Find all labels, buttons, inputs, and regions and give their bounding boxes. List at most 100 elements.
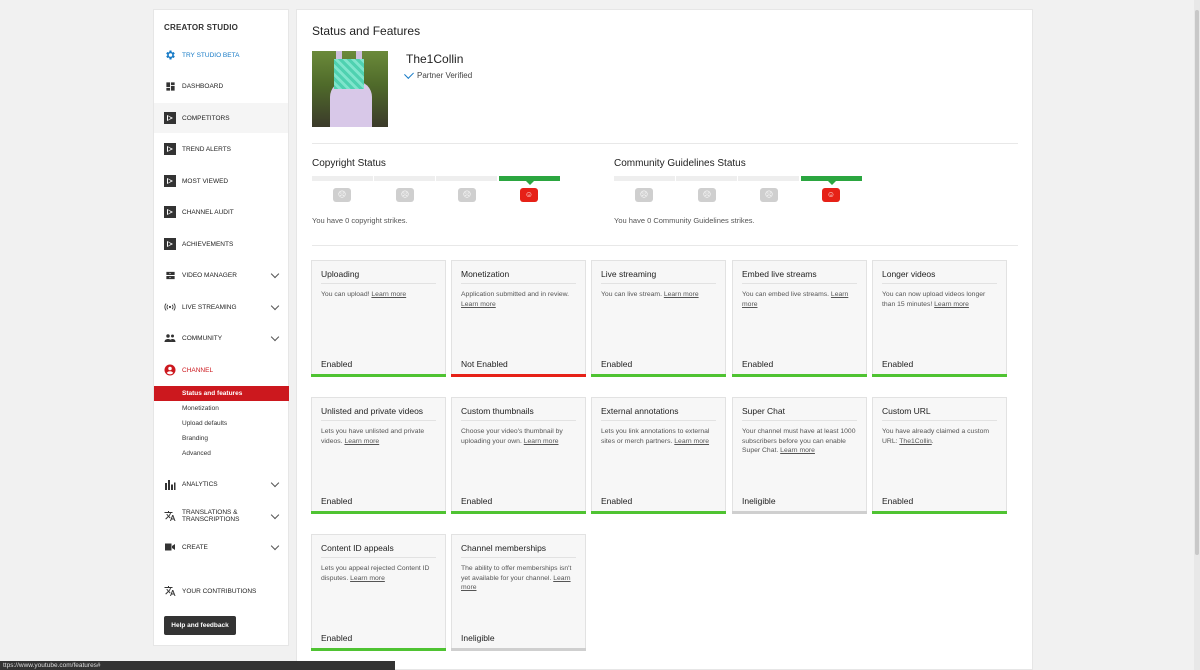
card-divider bbox=[461, 420, 576, 421]
feature-card-description-text: Application submitted and in review. bbox=[461, 291, 570, 298]
sidebar-item-video-manager[interactable]: VIDEO MANAGER bbox=[154, 260, 288, 290]
feature-card-live-streaming: Live streaming You can live stream. Learn… bbox=[591, 260, 726, 377]
sidebar-item-label: MOST VIEWED bbox=[182, 177, 229, 185]
feature-status-bar bbox=[311, 648, 446, 651]
sidebar-item-channel-audit[interactable]: CHANNEL AUDIT bbox=[154, 197, 288, 227]
feature-card-description-text: Choose your video's thumbnail by uploadi… bbox=[461, 428, 563, 445]
learn-more-link[interactable]: Learn more bbox=[523, 437, 559, 445]
learn-more-link[interactable]: Learn more bbox=[934, 300, 969, 308]
community-status-title: Community Guidelines Status bbox=[614, 158, 746, 169]
feature-status-bar bbox=[451, 511, 586, 514]
feature-card-description-text: You can now upload videos longer than 15… bbox=[882, 291, 986, 308]
sidebar-item-most-viewed[interactable]: MOST VIEWED bbox=[154, 166, 288, 196]
sidebar-item-competitors[interactable]: COMPETITORS bbox=[154, 103, 288, 133]
feature-card-title: External annotations bbox=[601, 406, 679, 416]
feature-card-title: Unlisted and private videos bbox=[321, 406, 424, 416]
feature-card-description-text: You can embed live streams. bbox=[742, 291, 831, 298]
card-divider bbox=[601, 283, 716, 284]
feature-card-description: You can upload! Learn more bbox=[321, 290, 436, 300]
sidebar-item-label: YOUR CONTRIBUTIONS bbox=[182, 587, 257, 595]
chevron-down-icon bbox=[270, 269, 280, 279]
sidebar-item-live-streaming[interactable]: LIVE STREAMING bbox=[154, 292, 288, 322]
feature-status-bar bbox=[872, 511, 1007, 514]
sidebar-subitem-upload-defaults[interactable]: Upload defaults bbox=[182, 420, 228, 427]
feature-status-bar bbox=[311, 374, 446, 377]
feature-card-title: Channel memberships bbox=[461, 543, 547, 553]
neutral-face-icon: ☹ bbox=[760, 188, 778, 202]
feature-card-description: Choose your video's thumbnail by uploadi… bbox=[461, 427, 576, 446]
learn-more-link[interactable]: Learn more bbox=[461, 574, 571, 592]
feature-status: Enabled bbox=[882, 359, 914, 369]
sidebar-item-label: ACHIEVEMENTS bbox=[182, 240, 234, 248]
feature-card-content-id-appeals: Content ID appeals Lets you appeal reject… bbox=[311, 534, 446, 651]
sidebar-subitem-advanced[interactable]: Advanced bbox=[182, 450, 211, 457]
feature-card-description-text: You can upload! bbox=[321, 291, 372, 298]
feature-card-description: Application submitted and in review. Lea… bbox=[461, 290, 576, 309]
divider bbox=[312, 245, 1018, 246]
feature-status-bar bbox=[451, 648, 586, 651]
card-divider bbox=[882, 420, 997, 421]
feature-card-description: You have already claimed a custom URL: T… bbox=[882, 427, 997, 446]
sidebar-item-channel[interactable]: CHANNEL bbox=[154, 355, 288, 385]
feature-status: Enabled bbox=[882, 496, 914, 506]
learn-more-link[interactable]: Learn more bbox=[344, 437, 380, 445]
feature-card-external-annotations: External annotations Lets you link annota… bbox=[591, 397, 726, 514]
video-play-icon bbox=[164, 206, 176, 218]
feature-status: Not Enabled bbox=[461, 359, 508, 369]
learn-more-link[interactable]: Learn more bbox=[663, 291, 699, 298]
sidebar-item-create[interactable]: CREATE bbox=[154, 532, 288, 562]
feature-card-title: Embed live streams bbox=[742, 269, 817, 279]
sidebar: CREATOR STUDIO TRY STUDIO BETA DASHBOARD… bbox=[153, 9, 289, 646]
card-divider bbox=[742, 283, 857, 284]
video-play-icon bbox=[164, 112, 176, 124]
copyright-status: Copyright Status ☹ ☹ ☹ ☺ You have 0 copy… bbox=[312, 158, 560, 225]
sidebar-subitem-status-and-features[interactable]: Status and features bbox=[154, 386, 289, 401]
learn-more-link[interactable]: Learn more bbox=[461, 300, 496, 308]
feature-card-longer-videos: Longer videos You can now upload videos l… bbox=[872, 260, 1007, 377]
learn-more-link[interactable]: The1Collin bbox=[899, 437, 932, 445]
sidebar-subitem-branding[interactable]: Branding bbox=[182, 435, 209, 442]
sidebar-item-translations[interactable]: TRANSLATIONS & TRANSCRIPTIONS bbox=[154, 501, 288, 531]
sidebar-item-your-contributions[interactable]: YOUR CONTRIBUTIONS bbox=[154, 576, 288, 606]
smiley-face-icon: ☺ bbox=[520, 188, 538, 202]
chevron-down-icon bbox=[270, 541, 280, 551]
sad-face-icon: ☹ bbox=[333, 188, 351, 202]
partner-verified-badge: Partner Verified bbox=[404, 69, 472, 80]
sidebar-item-try-studio-beta[interactable]: TRY STUDIO BETA bbox=[154, 40, 288, 70]
chevron-down-icon bbox=[270, 510, 280, 520]
sidebar-item-community[interactable]: COMMUNITY bbox=[154, 323, 288, 353]
sidebar-item-analytics[interactable]: ANALYTICS bbox=[154, 469, 288, 499]
learn-more-link[interactable]: Learn more bbox=[674, 437, 710, 445]
sidebar-item-trend-alerts[interactable]: TREND ALERTS bbox=[154, 134, 288, 164]
sidebar-item-label: CHANNEL AUDIT bbox=[182, 208, 234, 216]
learn-more-link[interactable]: Learn more bbox=[350, 574, 385, 582]
card-divider bbox=[321, 420, 436, 421]
feature-card-title: Uploading bbox=[321, 269, 360, 279]
link-suffix: . bbox=[931, 437, 934, 445]
feature-card-title: Custom URL bbox=[882, 406, 931, 416]
sidebar-item-label: DASHBOARD bbox=[182, 82, 224, 90]
help-and-feedback-button[interactable]: Help and feedback bbox=[164, 616, 236, 635]
feature-card-description-text: The ability to offer memberships isn't y… bbox=[461, 565, 572, 582]
feature-card-description: The ability to offer memberships isn't y… bbox=[461, 564, 576, 593]
feature-status: Ineligible bbox=[742, 496, 776, 506]
sidebar-item-label: ANALYTICS bbox=[182, 480, 218, 488]
scrollbar-thumb[interactable] bbox=[1195, 10, 1199, 555]
learn-more-link[interactable]: Learn more bbox=[780, 447, 815, 454]
feature-card-description-text: Lets you link annotations to external si… bbox=[601, 428, 710, 445]
copyright-strike-meter: ☹ ☹ ☹ ☺ bbox=[312, 176, 562, 206]
learn-more-link[interactable]: Learn more bbox=[742, 291, 849, 308]
learn-more-link[interactable]: Learn more bbox=[371, 291, 407, 298]
community-strike-meter: ☹ ☹ ☹ ☺ bbox=[614, 176, 864, 206]
sidebar-item-achievements[interactable]: ACHIEVEMENTS bbox=[154, 229, 288, 259]
feature-card-description-text: You can live stream. bbox=[601, 291, 664, 298]
sad-face-icon: ☹ bbox=[635, 188, 653, 202]
sidebar-subitem-monetization[interactable]: Monetization bbox=[182, 405, 219, 412]
chevron-down-icon bbox=[270, 332, 280, 342]
card-divider bbox=[882, 283, 997, 284]
neutral-face-icon: ☹ bbox=[698, 188, 716, 202]
sidebar-item-dashboard[interactable]: DASHBOARD bbox=[154, 71, 288, 101]
page-scrollbar[interactable] bbox=[1194, 0, 1200, 670]
feature-card-embed-live-streams: Embed live streams You can embed live str… bbox=[732, 260, 867, 377]
feature-card-uploading: Uploading You can upload! Learn more Enabl… bbox=[311, 260, 446, 377]
